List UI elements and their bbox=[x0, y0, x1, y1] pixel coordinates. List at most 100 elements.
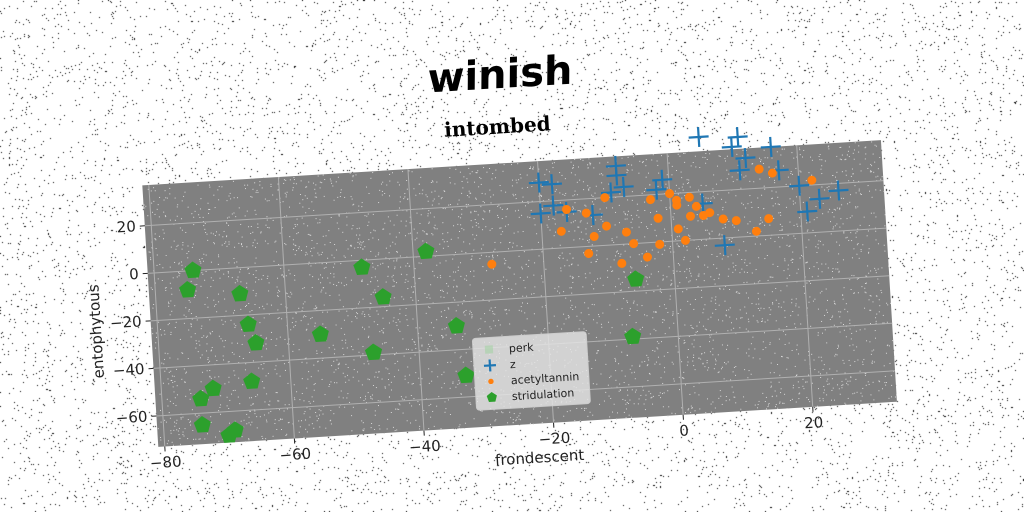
data-point bbox=[417, 242, 435, 260]
y-tick-label: −60 bbox=[115, 408, 148, 428]
data-point bbox=[184, 261, 202, 279]
data-point bbox=[721, 136, 742, 157]
data-point bbox=[364, 343, 383, 361]
y-tick-label: 0 bbox=[129, 265, 140, 284]
data-point bbox=[797, 201, 818, 222]
data-point bbox=[731, 216, 741, 226]
data-point bbox=[374, 288, 392, 305]
data-point bbox=[605, 155, 626, 176]
data-point bbox=[447, 317, 465, 334]
data-point bbox=[311, 325, 329, 342]
data-point bbox=[543, 195, 564, 216]
data-point bbox=[673, 224, 683, 234]
legend-swatch bbox=[484, 345, 494, 354]
data-point bbox=[809, 188, 830, 209]
data-point bbox=[617, 258, 627, 268]
data-point bbox=[705, 208, 715, 218]
data-point bbox=[231, 284, 249, 302]
data-point bbox=[353, 258, 371, 276]
data-point bbox=[220, 426, 238, 443]
legend-item-z[interactable]: z bbox=[483, 358, 517, 373]
data-point bbox=[192, 389, 210, 407]
x-axis-label: frondescent bbox=[495, 446, 585, 469]
data-point bbox=[789, 175, 810, 196]
x-tick-label: 0 bbox=[679, 421, 690, 440]
data-point bbox=[247, 334, 265, 351]
data-point bbox=[600, 182, 622, 203]
legend-swatch bbox=[483, 359, 497, 372]
series-z bbox=[528, 126, 849, 256]
y-tick-label: −20 bbox=[109, 312, 142, 332]
data-point bbox=[541, 174, 562, 195]
legend-label: acetyltannin bbox=[511, 370, 580, 387]
data-point bbox=[729, 160, 750, 181]
data-point bbox=[760, 136, 781, 157]
data-point bbox=[665, 189, 675, 199]
y-grid-line bbox=[150, 275, 890, 322]
data-point bbox=[629, 239, 639, 249]
data-point bbox=[685, 211, 695, 221]
legend-label: z bbox=[510, 358, 517, 371]
x-grid-line bbox=[148, 184, 166, 447]
data-point bbox=[457, 366, 475, 384]
data-point bbox=[179, 280, 197, 298]
legend-item-perk[interactable]: perk bbox=[484, 341, 535, 357]
data-point bbox=[653, 213, 663, 223]
data-point bbox=[718, 214, 728, 224]
data-point bbox=[691, 201, 701, 211]
data-point bbox=[642, 252, 652, 262]
series-acetyltannin bbox=[487, 164, 817, 269]
data-point bbox=[646, 179, 667, 200]
data-point bbox=[562, 205, 572, 215]
data-point bbox=[714, 235, 735, 256]
x-tick-label: 20 bbox=[804, 413, 824, 432]
y-grid-line bbox=[147, 227, 887, 274]
legend-swatch bbox=[488, 378, 494, 385]
y-grid-line bbox=[144, 180, 884, 227]
data-point bbox=[751, 226, 761, 236]
x-grid-line bbox=[277, 177, 295, 439]
data-point bbox=[600, 193, 610, 203]
legend-item-stridulation[interactable]: stridulation bbox=[486, 386, 575, 404]
data-point bbox=[528, 172, 549, 193]
x-tick-label: −20 bbox=[538, 429, 571, 449]
legend-label: perk bbox=[509, 341, 535, 356]
y-tick-label: 20 bbox=[116, 217, 136, 236]
data-point bbox=[243, 372, 261, 390]
data-marks bbox=[179, 126, 849, 443]
x-tick-label: −80 bbox=[149, 452, 182, 472]
x-grid-line bbox=[407, 169, 425, 431]
data-point bbox=[655, 239, 665, 249]
legend-label: stridulation bbox=[512, 386, 575, 403]
data-point bbox=[584, 249, 594, 259]
data-point bbox=[193, 416, 211, 433]
data-point bbox=[680, 235, 690, 245]
x-tick-label: −60 bbox=[279, 445, 312, 465]
data-point bbox=[754, 164, 764, 174]
legend-swatch bbox=[486, 392, 497, 402]
data-point bbox=[530, 203, 551, 224]
data-point bbox=[828, 180, 849, 201]
data-point bbox=[735, 147, 756, 169]
y-axis-label: entophytous bbox=[84, 284, 108, 379]
chart-title: intombed bbox=[443, 111, 551, 141]
series-stridulation bbox=[179, 242, 645, 443]
data-point bbox=[556, 226, 566, 236]
plot-axes: −80 −60 −40 −20 0 20 −60 −40 −20 0 20 perk zacetylt… bbox=[109, 126, 898, 472]
y-tick-label: −40 bbox=[112, 360, 145, 380]
data-point bbox=[807, 175, 817, 185]
data-point bbox=[684, 192, 694, 202]
data-point bbox=[627, 270, 645, 287]
data-point bbox=[688, 126, 709, 148]
data-point bbox=[621, 227, 631, 237]
legend-item-acetyltannin[interactable]: acetyltannin bbox=[488, 370, 580, 389]
chart-suptitle: winish bbox=[427, 48, 572, 103]
data-point bbox=[672, 195, 682, 205]
legend-box bbox=[471, 331, 591, 411]
data-point bbox=[624, 327, 642, 345]
data-point bbox=[487, 259, 497, 269]
data-point bbox=[602, 221, 612, 231]
data-point bbox=[767, 168, 777, 178]
data-point bbox=[581, 208, 591, 218]
